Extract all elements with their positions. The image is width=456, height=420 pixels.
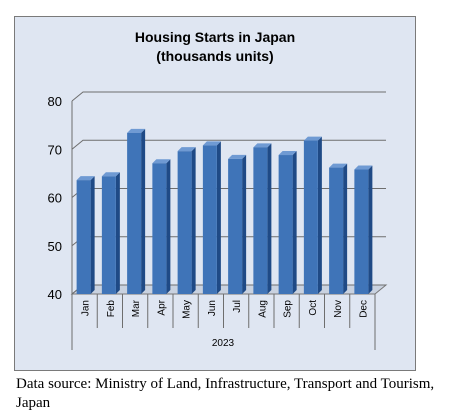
bar [101, 172, 120, 294]
gridline [71, 139, 386, 150]
x-tick-label: Sep [283, 300, 294, 318]
y-tick-label: 40 [48, 287, 62, 302]
bar-front [354, 169, 369, 294]
x-tick-label: Oct [308, 300, 319, 316]
bar-side [292, 151, 297, 294]
x-tick-label: Mar [131, 299, 142, 317]
y-tick-label: 60 [48, 191, 62, 206]
bar-top [177, 147, 196, 152]
x-tick-label: Jan [81, 300, 92, 316]
x-tick-label: Feb [106, 300, 117, 318]
y-tick-label: 80 [48, 94, 62, 109]
y-tick-labels: 40 50 60 70 80 [48, 94, 62, 302]
x-tick-label: Jul [232, 300, 243, 313]
bar-front [278, 155, 293, 294]
bar-top [152, 159, 171, 164]
bar-front [228, 158, 243, 294]
bar [127, 128, 146, 294]
bar-front [303, 140, 318, 294]
chart-title: Housing Starts in Japan [134, 29, 296, 45]
bars [76, 128, 373, 294]
bar [278, 151, 297, 294]
bar-top [354, 165, 373, 170]
bar-top [228, 154, 247, 159]
bar-top [127, 128, 146, 133]
y-tick-label: 70 [48, 142, 62, 157]
x-tick-label: Nov [333, 300, 344, 318]
bar-front [152, 163, 167, 294]
bar-top [278, 151, 297, 156]
bar-side [90, 176, 95, 294]
bar [228, 154, 247, 294]
bar-side [343, 163, 348, 294]
bar [329, 163, 348, 294]
bar-front [76, 180, 91, 294]
bar-front [177, 151, 192, 294]
x-tick-label: Aug [257, 300, 268, 318]
bar-side [115, 172, 120, 294]
bar [253, 143, 272, 294]
chart-title-block: Housing Starts in Japan (thousands units… [14, 28, 416, 66]
bar-side [317, 136, 322, 294]
bar [303, 136, 322, 294]
bar-top [329, 163, 348, 168]
bar-side [242, 154, 247, 294]
bar-front [101, 176, 116, 294]
bar [76, 176, 95, 294]
bar-front [202, 145, 217, 294]
bar-top [101, 172, 120, 177]
bar-side [191, 147, 196, 294]
bar [177, 147, 196, 294]
bar [152, 159, 171, 294]
gridline [71, 91, 386, 102]
x-group: 2023 [71, 328, 376, 350]
bar [202, 141, 221, 294]
bar-top [253, 143, 272, 148]
bar [354, 165, 373, 294]
x-group-label: 2023 [212, 338, 235, 349]
x-tick-label: May [182, 300, 193, 319]
y-tick-label: 50 [48, 239, 62, 254]
chart-subtitle: (thousands units) [156, 48, 274, 64]
bar-side [141, 128, 146, 294]
x-tick-label: Apr [156, 299, 167, 315]
x-tick-label: Jun [207, 300, 218, 316]
bar-side [216, 141, 221, 294]
x-tick-label: Dec [358, 300, 369, 318]
bar-side [267, 143, 272, 294]
bar-top [76, 176, 95, 181]
source-note: Data source: Ministry of Land, Infrastru… [16, 376, 435, 411]
bar-front [253, 147, 268, 294]
bar-side [368, 165, 373, 294]
bar-front [329, 167, 344, 294]
x-tick-labels: Jan Feb Mar Apr May Jun Jul Aug Sep Oct Nov Dec [71, 294, 376, 328]
bar-top [303, 136, 322, 141]
bar-side [166, 159, 171, 294]
bar-front [127, 132, 142, 294]
bar-top [202, 141, 221, 146]
